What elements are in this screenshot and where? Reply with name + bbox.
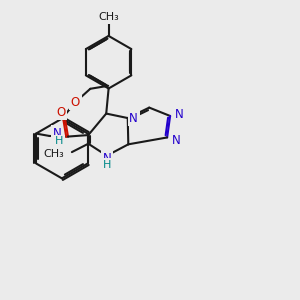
Text: H: H [103, 160, 111, 170]
Text: H: H [55, 136, 63, 146]
Text: O: O [56, 106, 65, 118]
Text: CH₃: CH₃ [44, 148, 64, 159]
Text: N: N [175, 108, 183, 121]
Text: N: N [52, 127, 61, 140]
Text: N: N [129, 112, 138, 124]
Text: N: N [102, 152, 111, 165]
Text: CH₃: CH₃ [98, 12, 119, 22]
Text: O: O [71, 96, 80, 109]
Text: N: N [172, 134, 180, 147]
